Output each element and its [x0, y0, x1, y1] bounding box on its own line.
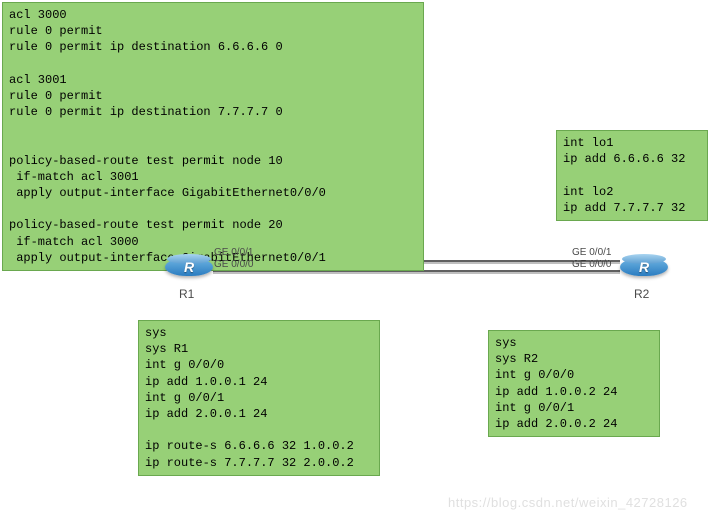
- r2-basic-config: sys sys R2 int g 0/0/0 ip add 1.0.0.2 24…: [488, 330, 660, 437]
- router-glyph: R: [620, 258, 668, 277]
- r2-loopback-config: int lo1 ip add 6.6.6.6 32 int lo2 ip add…: [556, 130, 708, 221]
- link-label-r2-bottom: GE 0/0/0: [572, 258, 611, 272]
- router-r2: R: [620, 258, 668, 286]
- watermark: https://blog.csdn.net/weixin_42728126: [448, 494, 688, 512]
- router-glyph: R: [165, 258, 213, 277]
- router-r1-label: R1: [179, 286, 194, 302]
- r1-basic-config: sys sys R1 int g 0/0/0 ip add 1.0.0.1 24…: [138, 320, 380, 476]
- router-r2-label: R2: [634, 286, 649, 302]
- router-r1: R: [165, 258, 213, 286]
- r1-policy-config: acl 3000 rule 0 permit rule 0 permit ip …: [2, 2, 424, 271]
- link-label-r1-bottom: GE 0/0/0: [214, 258, 253, 272]
